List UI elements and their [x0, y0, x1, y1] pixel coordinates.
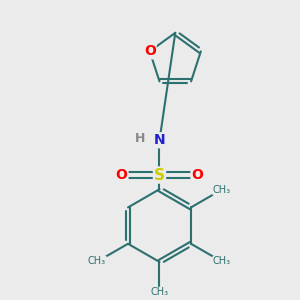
Text: CH₃: CH₃: [150, 287, 169, 297]
Text: CH₃: CH₃: [213, 185, 231, 195]
Text: N: N: [154, 133, 165, 147]
Text: O: O: [144, 44, 156, 58]
Text: O: O: [191, 168, 203, 182]
Text: CH₃: CH₃: [213, 256, 231, 266]
Text: CH₃: CH₃: [88, 256, 106, 266]
Text: O: O: [116, 168, 128, 182]
Text: S: S: [154, 167, 165, 182]
Text: H: H: [135, 132, 146, 145]
